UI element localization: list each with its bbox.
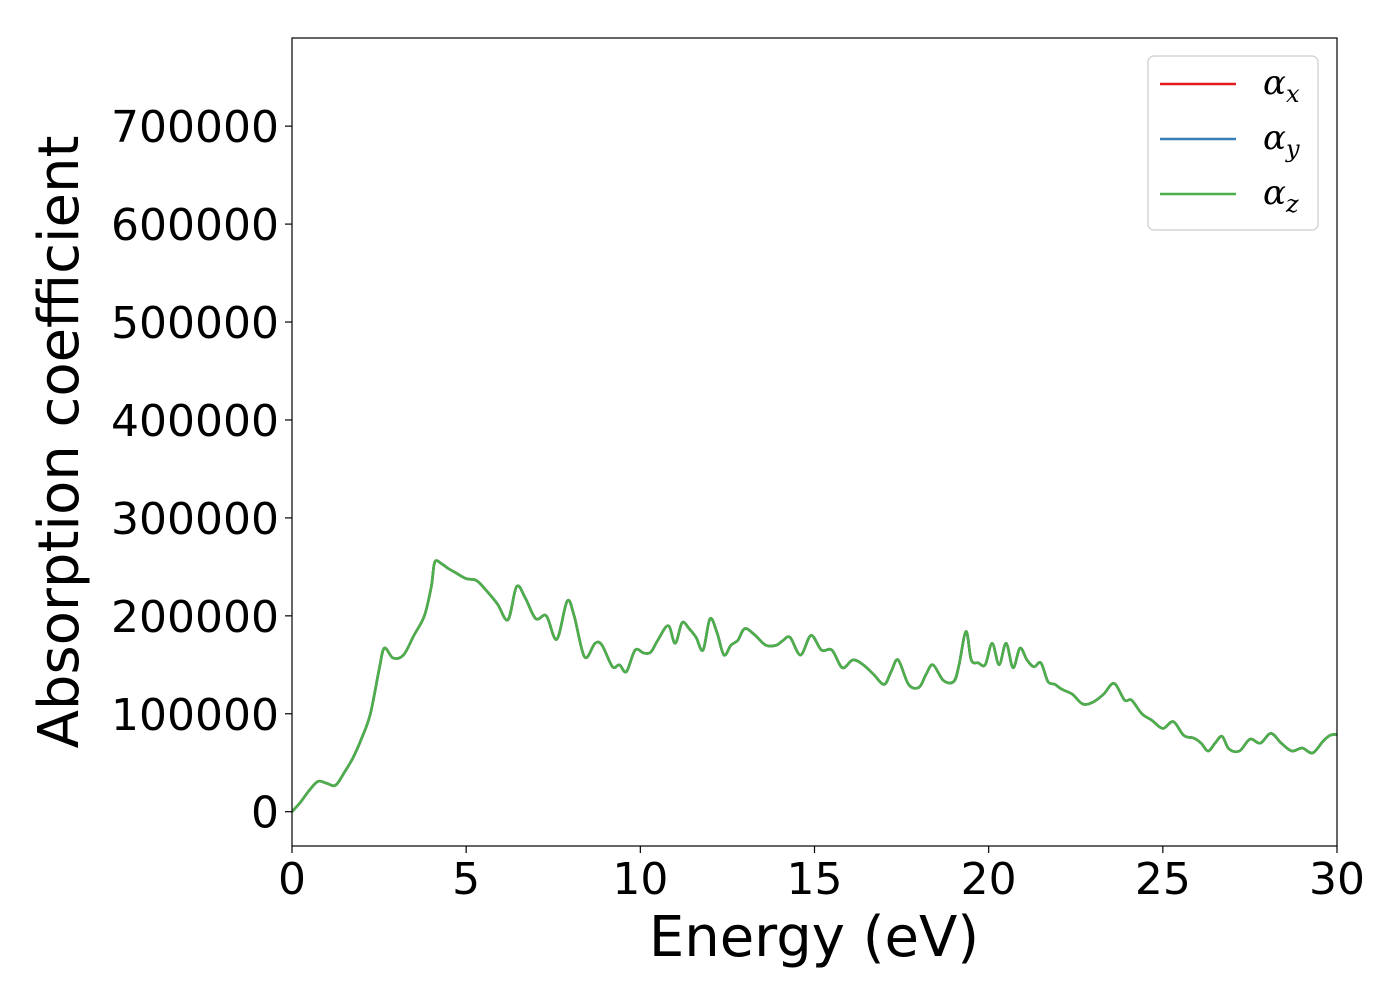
y-tick-label: 700000 [111,102,279,153]
x-tick-label: 10 [612,854,668,905]
x-tick-label: 5 [452,854,480,905]
x-axis-ticks: 0 5 10 15 20 25 30 [278,846,1365,905]
y-tick-label: 100000 [111,690,279,741]
x-tick-label: 25 [1135,854,1191,905]
y-tick-label: 0 [251,788,279,839]
y-tick-label: 500000 [111,298,279,349]
y-axis-label: Absorption coefficient [27,136,92,749]
series-line-3 [292,559,1337,814]
x-tick-label: 15 [787,854,843,905]
x-tick-label: 20 [961,854,1017,905]
y-tick-label: 200000 [111,592,279,643]
y-tick-label: 400000 [111,396,279,447]
series-layer [292,559,1337,814]
legend-box [1147,55,1319,231]
legend-label-3: αz [1263,173,1299,218]
legend-label-2: αy [1263,118,1300,163]
x-tick-label: 30 [1309,854,1365,905]
x-axis-label: Energy (eV) [649,905,979,970]
legend: αx αy αz [1147,55,1319,231]
x-tick-label: 0 [278,854,306,905]
y-axis-ticks: 0 100000 200000 300000 400000 500000 600000 700… [111,102,292,839]
legend-label-1: αx [1263,63,1300,108]
y-tick-label: 300000 [111,494,279,545]
y-tick-label: 600000 [111,200,279,251]
